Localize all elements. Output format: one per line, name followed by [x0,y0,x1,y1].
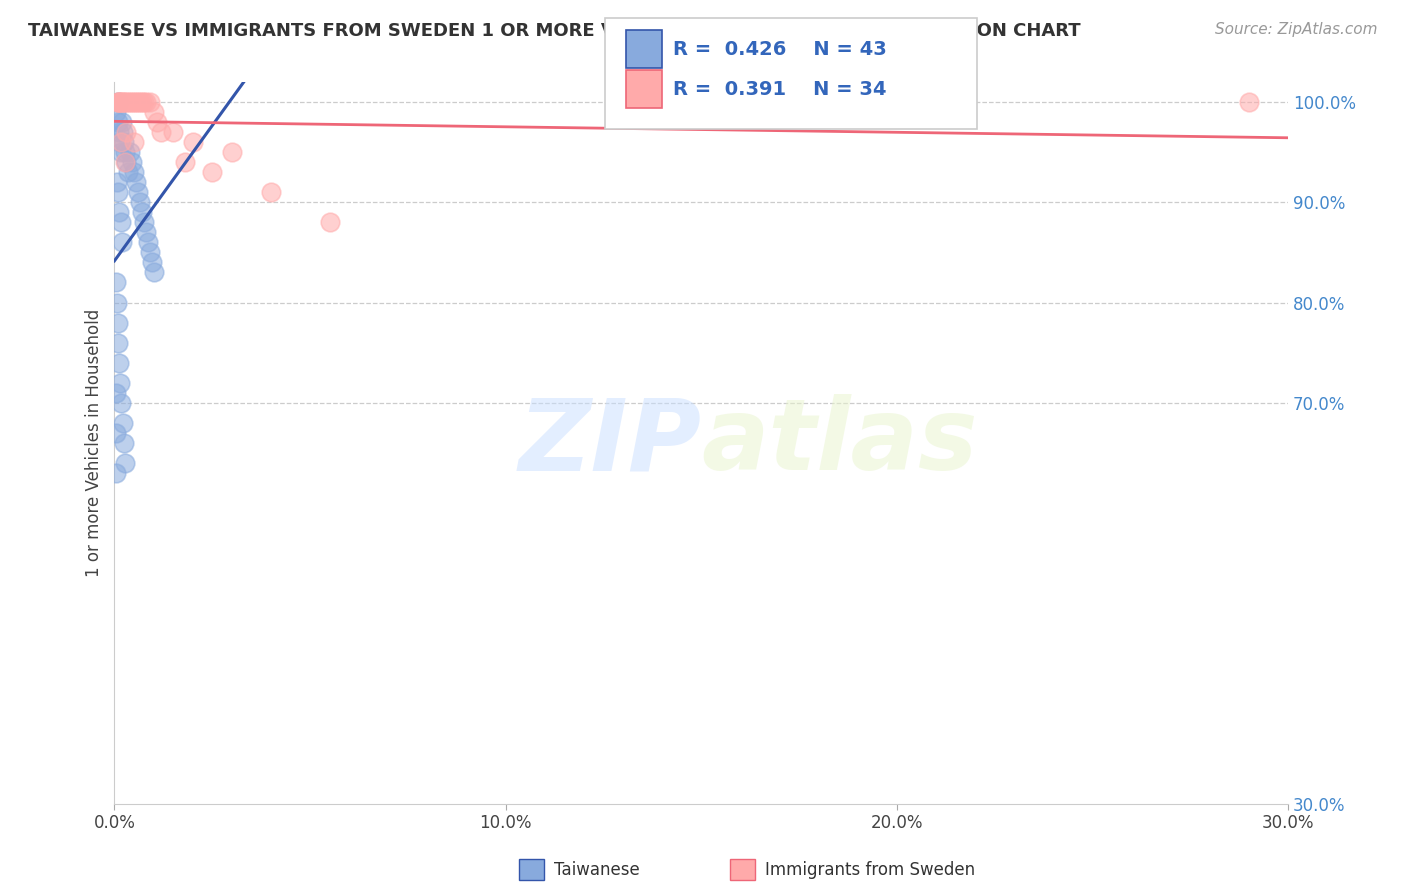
Point [128,195,150,210]
Point [108,205,131,219]
Point [111,235,134,250]
Point [142,265,165,279]
Point [131,205,153,219]
Point [110,135,132,149]
Point [110,215,132,229]
Point [122,165,145,179]
Point [142,105,165,120]
Point [125,95,148,109]
Point [110,135,132,149]
Point [115,155,138,169]
Point [221,145,243,160]
Point [125,175,148,189]
Point [120,95,142,109]
Point [1237,95,1260,109]
Point [108,95,131,109]
Point [115,95,138,109]
Point [111,115,134,129]
Point [135,225,157,239]
Point [107,115,129,129]
Point [112,95,135,109]
Point [318,215,340,229]
Point [150,125,173,139]
Point [173,155,195,169]
Point [111,125,134,139]
Point [107,316,129,330]
Point [121,155,143,169]
Point [138,95,160,109]
Point [146,115,169,129]
Point [105,425,128,440]
Point [122,95,145,109]
Point [105,276,128,290]
Point [138,245,160,260]
Text: ZIP: ZIP [519,394,702,491]
Point [108,125,131,139]
Point [260,185,283,199]
Text: R =  0.391    N = 34: R = 0.391 N = 34 [673,79,887,99]
Point [127,185,149,199]
Point [141,255,163,269]
Text: Taiwanese: Taiwanese [554,861,640,879]
Point [120,145,142,160]
Point [136,235,159,250]
Point [131,95,153,109]
Point [135,95,157,109]
Point [115,125,138,139]
Point [105,385,128,400]
Point [105,466,128,480]
Point [132,215,155,229]
Point [117,95,139,109]
Point [121,95,143,109]
Text: TAIWANESE VS IMMIGRANTS FROM SWEDEN 1 OR MORE VEHICLES IN HOUSEHOLD CORRELATION : TAIWANESE VS IMMIGRANTS FROM SWEDEN 1 OR… [28,22,1081,40]
Point [122,135,145,149]
Point [111,95,134,109]
Point [114,155,136,169]
Point [108,376,131,390]
Point [105,175,128,189]
Point [107,95,129,109]
Point [105,105,128,120]
Point [107,95,129,109]
Text: atlas: atlas [702,394,977,491]
Point [107,95,129,109]
Point [107,335,129,350]
Point [105,295,128,310]
Point [132,95,155,109]
Point [112,436,135,450]
Point [107,356,129,370]
Point [162,125,184,139]
Text: Immigrants from Sweden: Immigrants from Sweden [765,861,974,879]
Text: Source: ZipAtlas.com: Source: ZipAtlas.com [1215,22,1378,37]
Point [201,165,224,179]
Point [110,145,132,160]
Text: R =  0.426    N = 43: R = 0.426 N = 43 [673,39,887,59]
Point [111,95,134,109]
Point [107,185,129,199]
Point [127,95,149,109]
Point [110,95,132,109]
Point [112,135,135,149]
Point [181,135,204,149]
Point [128,95,150,109]
Y-axis label: 1 or more Vehicles in Household: 1 or more Vehicles in Household [86,309,103,577]
Point [114,456,136,470]
Point [114,145,136,160]
Point [117,165,139,179]
Point [111,416,134,430]
Point [110,396,132,410]
